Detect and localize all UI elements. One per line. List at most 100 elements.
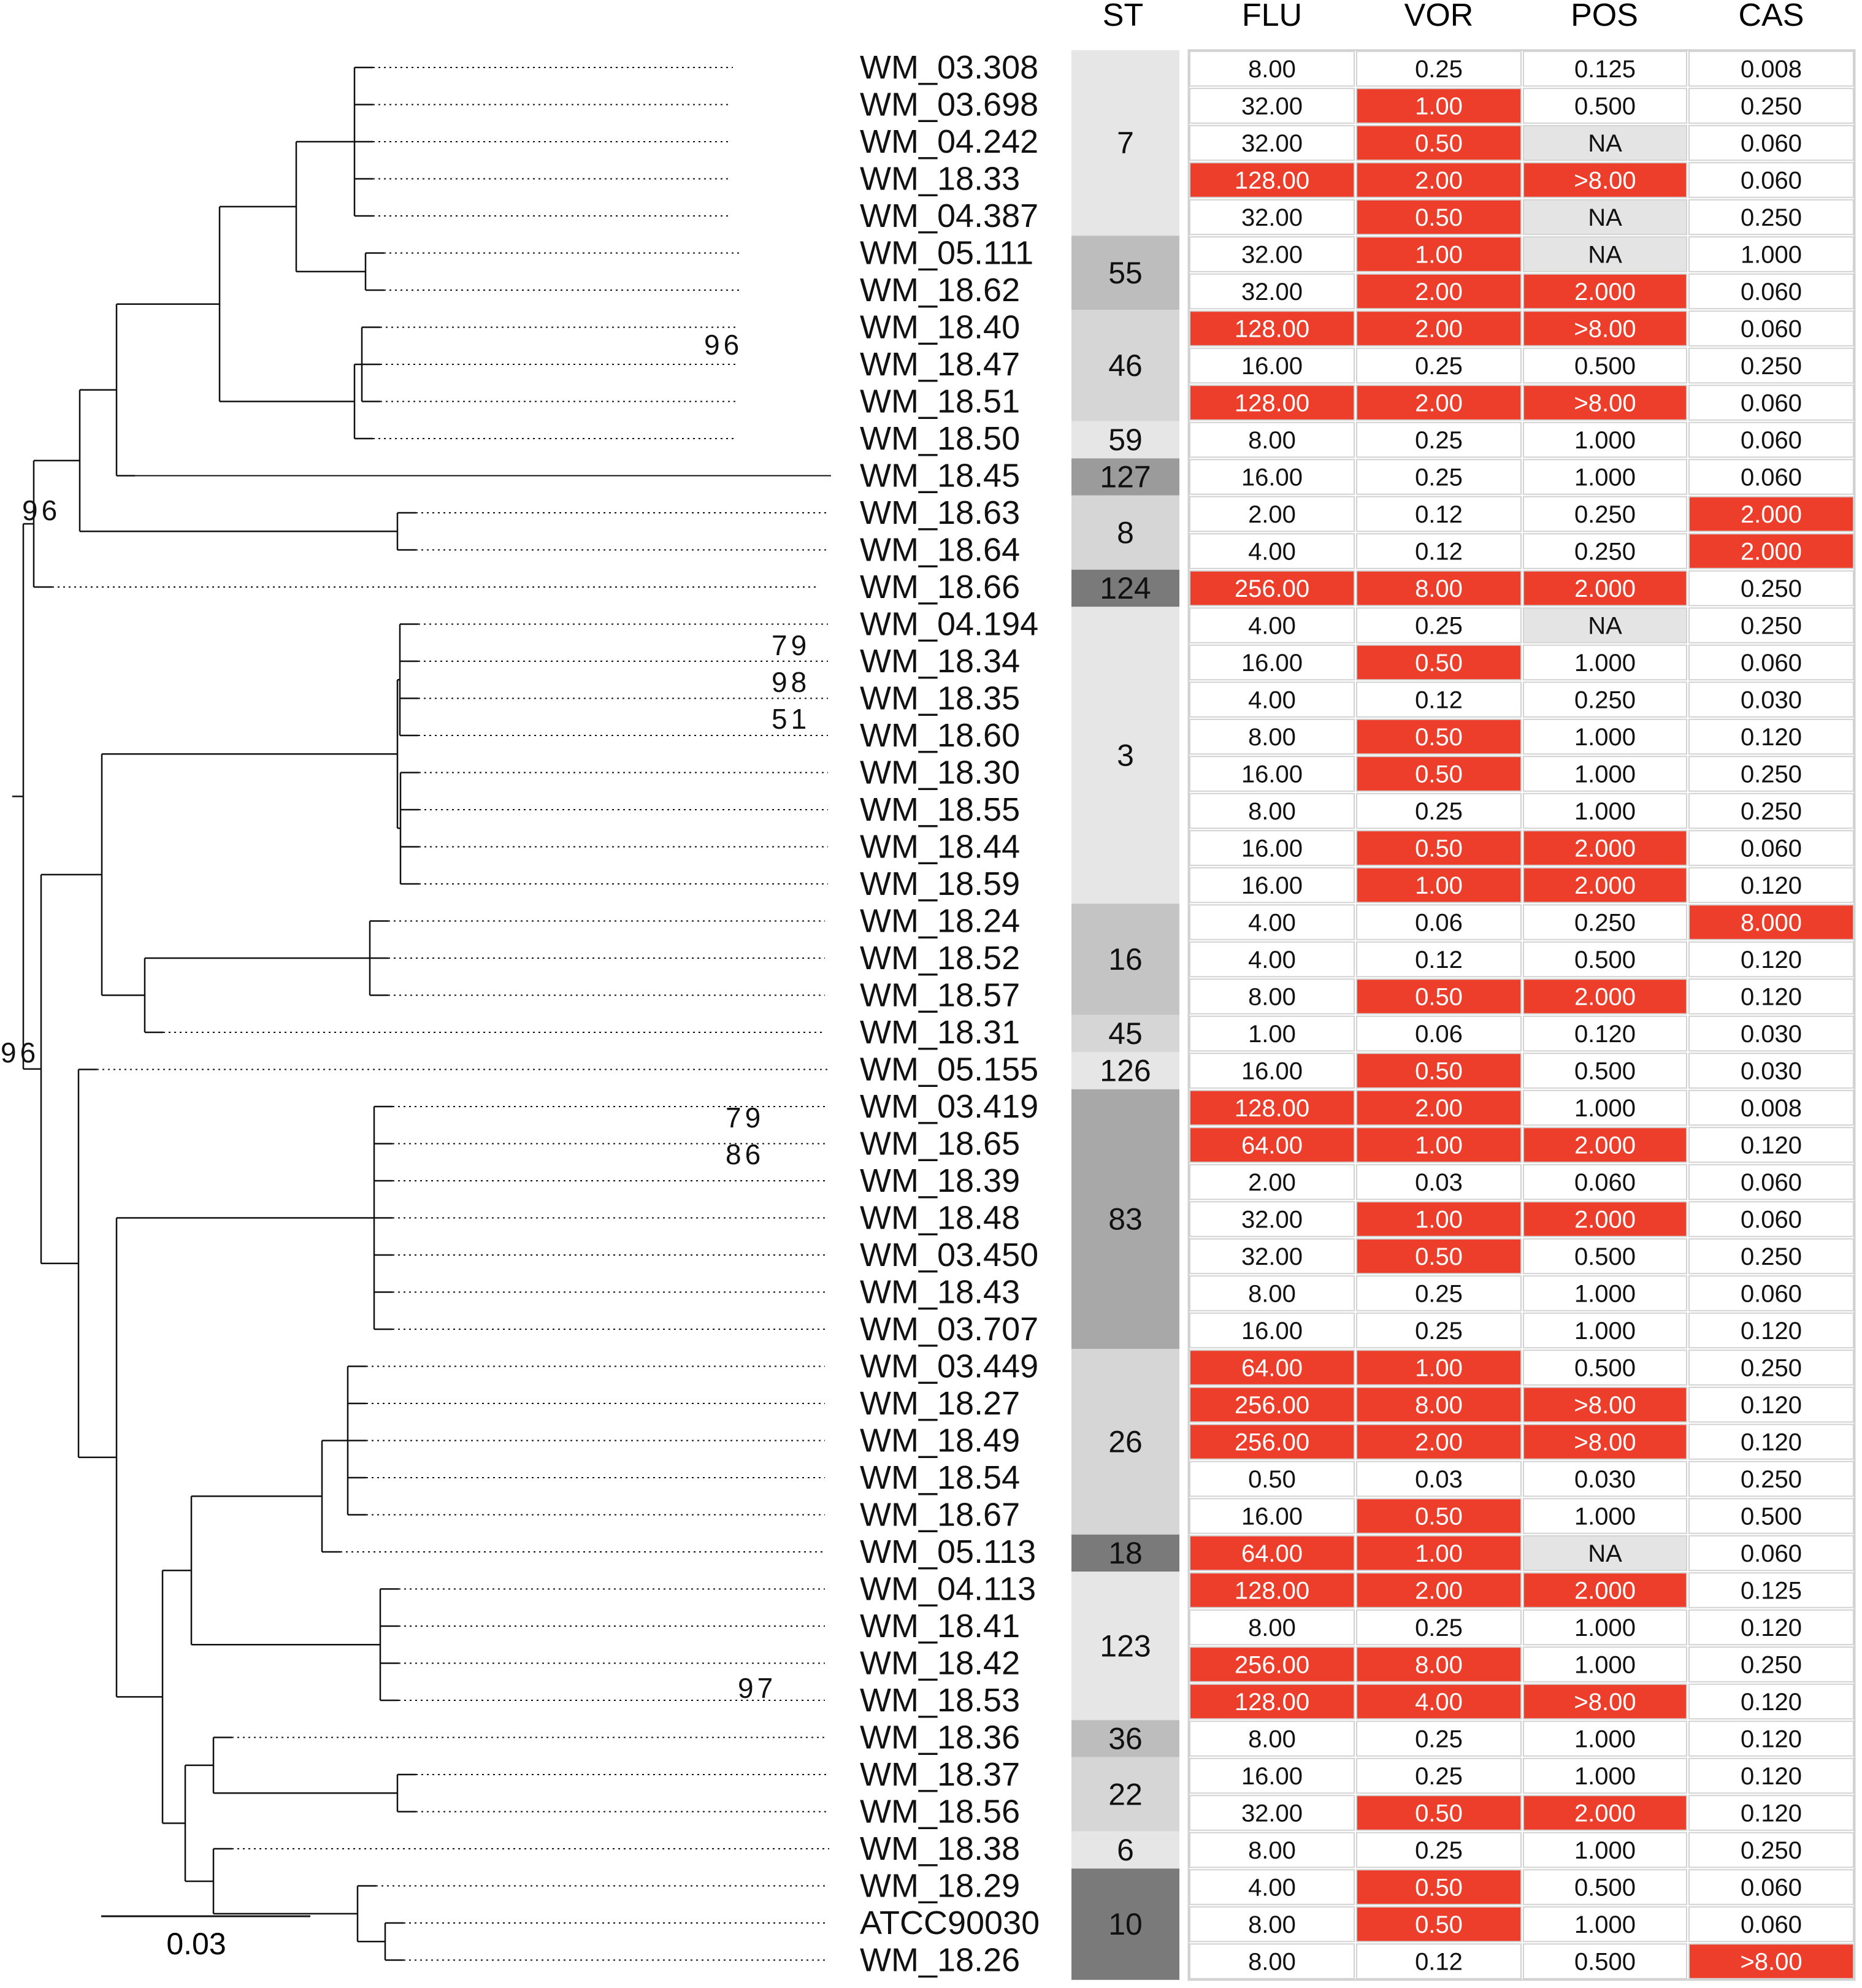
mic-value-flu-wm-05-111: 32.00 (1241, 242, 1303, 269)
st-label-18: 18 (1108, 1536, 1143, 1570)
mic-value-flu-wm-18-48: 32.00 (1241, 1207, 1303, 1234)
mic-cell-vor-wm-18-52 (1356, 941, 1522, 978)
mic-cell-cas-wm-18-42 (1688, 1646, 1854, 1683)
mic-cell-flu-wm-18-45 (1189, 459, 1355, 495)
mic-value-pos-wm-18-66: 2.000 (1574, 575, 1636, 602)
mic-value-cas-wm-18-66: 0.250 (1741, 575, 1802, 602)
mic-cell-cas-wm-18-24 (1688, 904, 1854, 940)
mic-value-flu-wm-18-57: 8.00 (1248, 984, 1296, 1011)
mic-cell-flu-wm-18-42 (1189, 1646, 1355, 1683)
mic-value-pos-wm-18-64: 0.250 (1574, 539, 1636, 566)
mic-value-cas-wm-03-308: 0.008 (1741, 56, 1802, 83)
mic-cell-pos-wm-18-65 (1523, 1127, 1687, 1163)
st-block-16 (1071, 904, 1179, 1015)
tip-label-wm-18-37: WM_18.37 (860, 1756, 1020, 1793)
mic-value-vor-wm-18-57: 0.50 (1415, 984, 1463, 1011)
mic-cell-pos-wm-18-37 (1523, 1757, 1687, 1794)
mic-cell-pos-wm-18-49 (1523, 1424, 1687, 1460)
tip-label-wm-18-33: WM_18.33 (860, 161, 1020, 198)
st-label-59: 59 (1108, 423, 1143, 457)
mic-value-cas-wm-18-42: 0.250 (1741, 1652, 1802, 1679)
mic-cell-vor-wm-18-51 (1356, 385, 1522, 421)
tip-label-wm-03-308: WM_03.308 (860, 49, 1038, 86)
st-block-46 (1071, 310, 1179, 421)
mic-cell-pos-wm-18-31 (1523, 1015, 1687, 1052)
header-st: ST (1103, 0, 1143, 33)
mic-cell-cas-wm-18-54 (1688, 1460, 1854, 1497)
mic-cell-flu-wm-18-41 (1189, 1609, 1355, 1646)
mic-cell-vor-wm-04-242 (1356, 125, 1522, 161)
tip-label-wm-18-26: WM_18.26 (860, 1942, 1020, 1979)
tip-label-wm-18-59: WM_18.59 (860, 865, 1020, 902)
mic-value-cas-wm-18-51: 0.060 (1741, 390, 1802, 417)
mic-cell-vor-wm-18-33 (1356, 162, 1522, 198)
mic-cell-pos-wm-18-34 (1523, 644, 1687, 681)
tip-label-wm-18-27: WM_18.27 (860, 1385, 1020, 1422)
tip-label-wm-18-35: WM_18.35 (860, 680, 1020, 717)
tip-label-atcc90030: ATCC90030 (860, 1905, 1040, 1941)
mic-value-vor-wm-18-50: 0.25 (1415, 427, 1463, 454)
tip-label-wm-05-111: WM_05.111 (860, 235, 1033, 272)
mic-cell-vor-wm-18-26 (1356, 1943, 1522, 1979)
mic-cell-cas-wm-18-67 (1688, 1498, 1854, 1534)
mic-cell-vor-wm-18-45 (1356, 459, 1522, 495)
mic-cell-flu-wm-18-33 (1189, 162, 1355, 198)
mic-value-cas-wm-18-49: 0.120 (1741, 1429, 1802, 1456)
mic-value-cas-wm-18-43: 0.060 (1741, 1281, 1802, 1308)
mic-value-vor-wm-18-26: 0.12 (1415, 1949, 1463, 1976)
tip-label-wm-04-113: WM_04.113 (860, 1571, 1036, 1608)
mic-cell-flu-wm-18-53 (1189, 1683, 1355, 1720)
mic-value-cas-wm-18-29: 0.060 (1741, 1875, 1802, 1902)
tip-label-wm-18-56: WM_18.56 (860, 1794, 1020, 1830)
mic-value-flu-wm-18-41: 8.00 (1248, 1614, 1296, 1641)
mic-cell-cas-wm-05-113 (1688, 1535, 1854, 1572)
mic-cell-cas-wm-05-111 (1688, 236, 1854, 272)
mic-value-vor-wm-18-63: 0.12 (1415, 501, 1463, 528)
st-label-22: 22 (1108, 1777, 1143, 1811)
st-block-6 (1071, 1831, 1179, 1869)
mic-cell-vor-wm-18-47 (1356, 347, 1522, 384)
mic-value-pos-wm-04-194: NA (1588, 613, 1622, 640)
mic-value-pos-wm-18-57: 2.000 (1574, 984, 1636, 1011)
mic-value-flu-wm-18-29: 4.00 (1248, 1875, 1296, 1902)
mic-cell-cas-wm-18-59 (1688, 867, 1854, 904)
mic-value-pos-wm-18-45: 1.000 (1574, 464, 1636, 491)
mic-value-cas-wm-18-50: 0.060 (1741, 427, 1802, 454)
st-label-16: 16 (1108, 942, 1143, 977)
mic-value-cas-wm-18-36: 0.120 (1741, 1726, 1802, 1753)
tip-label-wm-18-67: WM_18.67 (860, 1497, 1020, 1533)
mic-cell-flu-wm-18-49 (1189, 1424, 1355, 1460)
mic-value-pos-wm-03-707: 1.000 (1574, 1318, 1636, 1345)
mic-value-cas-wm-04-113: 0.125 (1741, 1578, 1802, 1605)
mic-cell-flu-wm-04-242 (1189, 125, 1355, 161)
mic-cell-vor-wm-03-707 (1356, 1312, 1522, 1349)
mic-cell-pos-wm-04-113 (1523, 1572, 1687, 1608)
mic-cell-cas-wm-18-41 (1688, 1609, 1854, 1646)
st-block-83 (1071, 1089, 1179, 1349)
tip-label-wm-18-66: WM_18.66 (860, 569, 1020, 605)
tip-label-wm-04-387: WM_04.387 (860, 198, 1038, 234)
mic-cell-flu-wm-18-60 (1189, 718, 1355, 755)
mic-value-cas-wm-18-56: 0.120 (1741, 1800, 1802, 1827)
mic-cell-flu-wm-05-155 (1189, 1053, 1355, 1089)
mic-cell-pos-wm-18-35 (1523, 681, 1687, 718)
mic-value-flu-wm-04-113: 128.00 (1235, 1578, 1309, 1605)
mic-cell-vor-wm-18-44 (1356, 830, 1522, 866)
tip-label-wm-18-49: WM_18.49 (860, 1422, 1020, 1459)
mic-cell-vor-wm-04-113 (1356, 1572, 1522, 1608)
mic-value-pos-wm-18-63: 0.250 (1574, 501, 1636, 528)
mic-cell-cas-wm-18-51 (1688, 385, 1854, 421)
mic-value-cas-wm-18-37: 0.120 (1741, 1763, 1802, 1790)
mic-cell-pos-wm-18-50 (1523, 421, 1687, 458)
mic-cell-flu-wm-03-707 (1189, 1312, 1355, 1349)
mic-value-pos-wm-18-31: 0.120 (1574, 1021, 1636, 1048)
mic-value-vor-wm-03-449: 1.00 (1415, 1355, 1463, 1382)
tip-label-wm-03-450: WM_03.450 (860, 1237, 1038, 1273)
mic-value-flu-wm-18-51: 128.00 (1235, 390, 1309, 417)
mic-cell-pos-wm-18-40 (1523, 310, 1687, 347)
tip-label-wm-18-57: WM_18.57 (860, 977, 1020, 1014)
mic-cell-cas-wm-18-53 (1688, 1683, 1854, 1720)
mic-value-flu-wm-03-707: 16.00 (1241, 1318, 1303, 1345)
mic-value-vor-wm-18-45: 0.25 (1415, 464, 1463, 491)
st-block-22 (1071, 1757, 1179, 1832)
